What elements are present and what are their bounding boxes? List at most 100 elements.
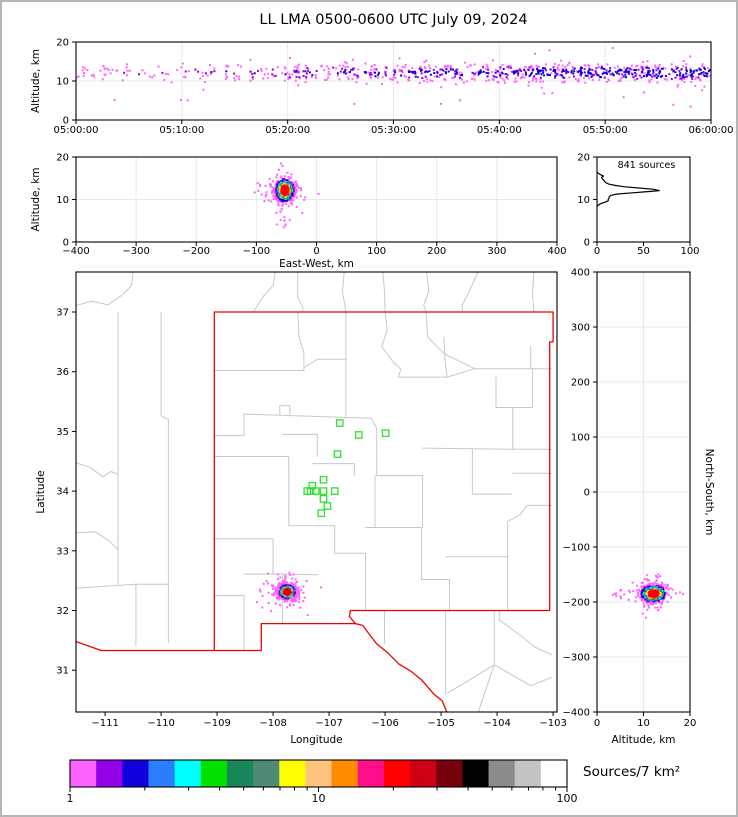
colorbar-segment xyxy=(410,760,437,787)
ns-tick-label: −200 xyxy=(563,598,590,609)
colorbar-segment xyxy=(148,760,176,787)
colorbar-segment xyxy=(174,760,202,787)
longitude-tick-label: −104 xyxy=(483,718,510,729)
colorbar-segment xyxy=(253,760,280,787)
colorbar-segment xyxy=(200,760,228,787)
station-square-icon xyxy=(330,487,339,495)
colorbar-segment xyxy=(70,760,97,787)
hist-alt-tick-label: 0 xyxy=(584,238,590,249)
ns-tick-label: 100 xyxy=(571,433,590,444)
sources-time-height xyxy=(76,47,711,108)
axes-ticks-labels: 05:00:00 05:10:00 05:20:00 05:30:00 05:40:00… xyxy=(30,38,733,747)
latitude-tick-label: 35 xyxy=(56,427,69,438)
sources-ew-height xyxy=(253,162,320,229)
ew-tick-label: 200 xyxy=(427,246,446,257)
station-square-icon xyxy=(354,431,363,439)
colorbar-segment xyxy=(279,760,306,787)
station-square-icon xyxy=(311,487,320,495)
latitude-tick-label: 34 xyxy=(56,487,69,498)
longitude-tick-label: −108 xyxy=(259,718,286,729)
gridlines xyxy=(76,42,711,712)
axes-frames xyxy=(75,41,712,713)
colorbar-segment xyxy=(540,760,568,787)
colorbar-segment xyxy=(96,760,123,787)
colorbar-segment xyxy=(436,760,463,787)
ew-height-xlabel: East-West, km xyxy=(279,258,354,270)
ns-tick-label: 0 xyxy=(584,488,590,499)
longitude-tick-label: −103 xyxy=(539,718,566,729)
map-xlabel: Longitude xyxy=(290,734,342,746)
colorbar-segment xyxy=(122,760,149,787)
altitude-tick-label: 20 xyxy=(56,38,69,49)
colorbar-segment xyxy=(462,760,490,787)
longitude-tick-label: −107 xyxy=(315,718,342,729)
longitude-tick-label: −109 xyxy=(203,718,230,729)
alt-tick-label: 10 xyxy=(637,718,650,729)
time-tick-label: 05:30:00 xyxy=(371,125,416,136)
station-square-icon xyxy=(319,487,328,495)
ew-tick-label: 0 xyxy=(313,246,319,257)
latitude-tick-label: 37 xyxy=(56,308,69,319)
colorbar-segment xyxy=(331,760,359,787)
colorbar-tick-label: 10 xyxy=(312,792,326,805)
ns-tick-label: −400 xyxy=(563,708,590,719)
station-square-icon xyxy=(319,495,328,503)
latitude-tick-label: 31 xyxy=(56,666,69,677)
figure-title: LL LMA 0500-0600 UTC July 09, 2024 xyxy=(259,12,528,28)
longitude-tick-label: −111 xyxy=(91,718,118,729)
altitude-histogram-curve xyxy=(597,171,660,207)
station-square-icon xyxy=(317,509,326,518)
ns-tick-label: 200 xyxy=(571,378,590,389)
altitude-tick-label: 0 xyxy=(63,238,69,249)
hist-count-tick-label: 0 xyxy=(594,246,600,257)
altitude-tick-label: 10 xyxy=(56,195,69,206)
colorbar-segment xyxy=(357,760,385,787)
time-tick-label: 05:10:00 xyxy=(159,125,204,136)
hist-count-tick-label: 100 xyxy=(680,246,699,257)
colorbar-segment xyxy=(305,760,333,787)
ns-tick-label: 300 xyxy=(571,323,590,334)
ns-height-ylabel: North-South, km xyxy=(703,449,715,536)
sources-map xyxy=(255,571,322,617)
station-square-icon xyxy=(319,475,328,484)
altitude-tick-label: 20 xyxy=(56,153,69,164)
map-ylabel: Latitude xyxy=(35,470,47,513)
ns-tick-label: −100 xyxy=(563,543,590,554)
hist-alt-tick-label: 20 xyxy=(577,153,590,164)
station-square-icon xyxy=(306,487,315,495)
station-square-icon xyxy=(381,429,390,438)
colorbar-segment xyxy=(514,760,542,787)
station-square-icon xyxy=(323,502,332,510)
time-tick-label: 05:20:00 xyxy=(265,125,310,136)
ew-tick-label: −400 xyxy=(62,246,89,257)
ns-tick-label: 400 xyxy=(571,268,590,279)
ew-tick-label: −200 xyxy=(183,246,210,257)
altitude-tick-label: 10 xyxy=(56,77,69,88)
longitude-tick-label: −106 xyxy=(371,718,398,729)
ew-height-ylabel: Altitude, km xyxy=(30,167,42,231)
colorbar-segment xyxy=(226,760,254,787)
lma-station-markers xyxy=(303,419,390,518)
colorbar-tick-label: 1 xyxy=(67,792,74,805)
colorbar: 1 10 100 xyxy=(67,759,578,805)
latitude-tick-label: 32 xyxy=(56,606,69,617)
hist-count-tick-label: 50 xyxy=(637,246,650,257)
alt-tick-label: 20 xyxy=(684,718,697,729)
ew-tick-label: 100 xyxy=(367,246,386,257)
time-tick-label: 05:00:00 xyxy=(54,125,99,136)
time-tick-label: 05:50:00 xyxy=(583,125,628,136)
sources-count-annotation: 841 sources xyxy=(618,160,676,171)
altitude-tick-label: 0 xyxy=(63,116,69,127)
ew-tick-label: −100 xyxy=(243,246,270,257)
longitude-tick-label: −105 xyxy=(427,718,454,729)
sources-ns-height xyxy=(612,573,684,619)
latitude-tick-label: 36 xyxy=(56,367,69,378)
colorbar-segment xyxy=(488,760,516,787)
colorbar-segment xyxy=(383,760,411,787)
state-borders xyxy=(76,311,554,712)
county-borders xyxy=(76,272,552,712)
ns-tick-label: −300 xyxy=(563,653,590,664)
ew-tick-label: 300 xyxy=(487,246,506,257)
